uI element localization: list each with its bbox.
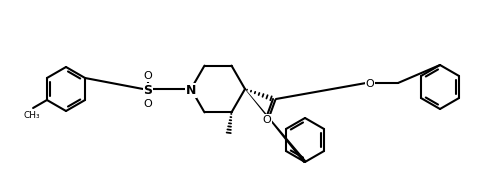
Text: O: O xyxy=(144,99,153,109)
Text: S: S xyxy=(144,84,153,97)
Polygon shape xyxy=(245,89,307,163)
Text: O: O xyxy=(366,79,374,89)
Text: O: O xyxy=(263,115,272,125)
Text: O: O xyxy=(263,115,272,125)
Text: N: N xyxy=(186,84,196,97)
Text: S: S xyxy=(144,84,153,97)
Text: O: O xyxy=(144,71,153,81)
Text: O: O xyxy=(144,99,153,109)
Text: CH₃: CH₃ xyxy=(24,111,40,120)
Text: O: O xyxy=(144,71,153,81)
Text: N: N xyxy=(186,84,196,97)
Text: O: O xyxy=(366,79,374,89)
